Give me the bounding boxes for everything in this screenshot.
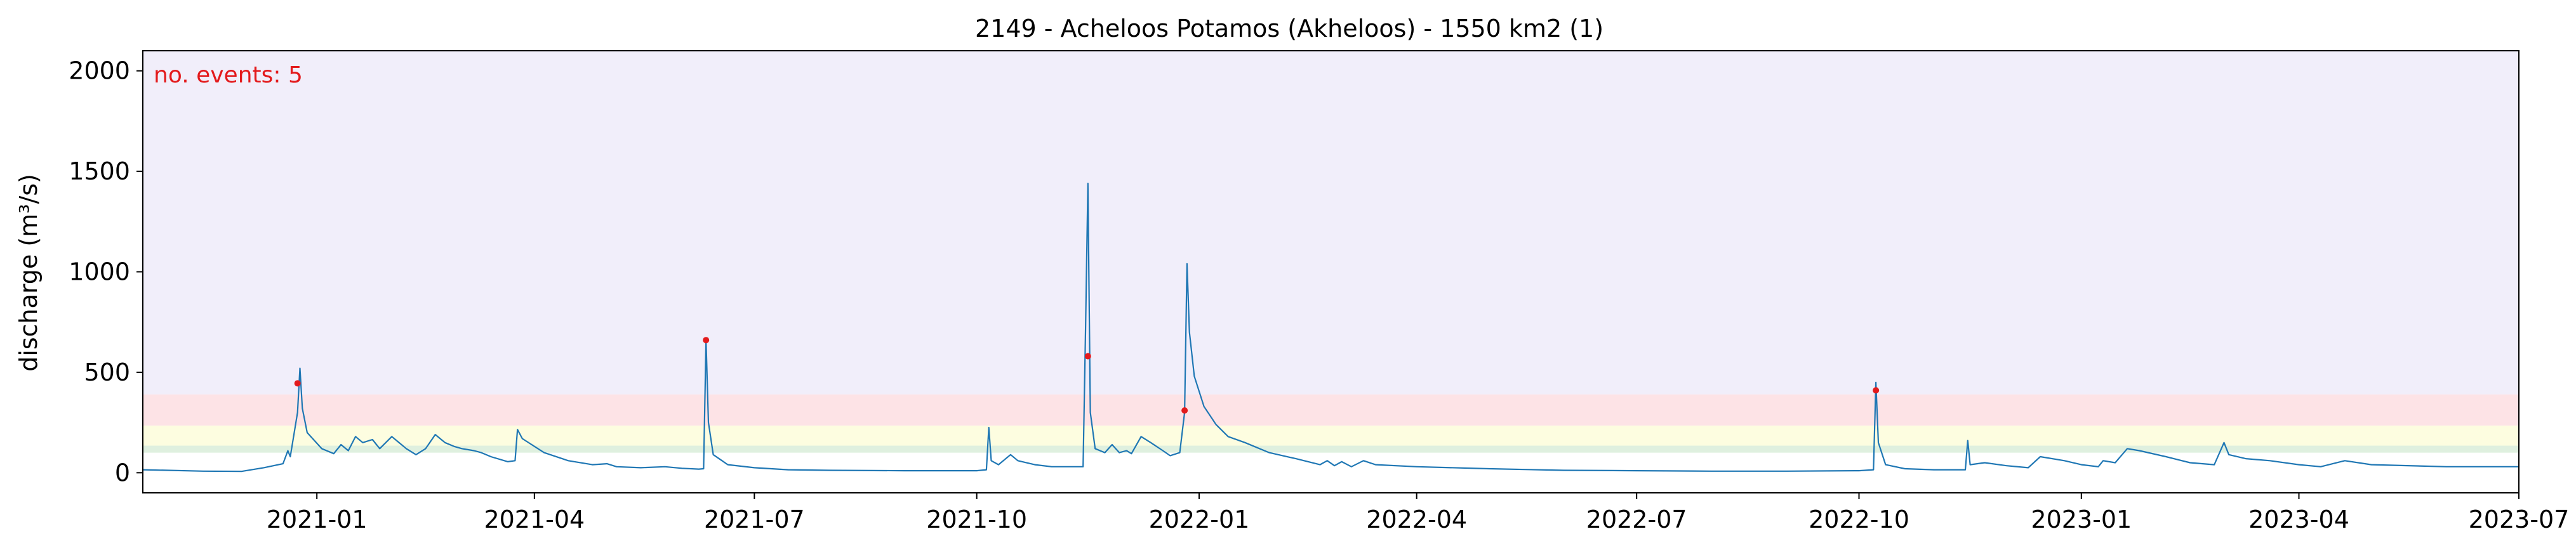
x-tick-label-2021-04: 2021-04 (484, 506, 585, 533)
event-marker-3 (1181, 407, 1188, 414)
threshold-band-2 (143, 394, 2519, 426)
threshold-bands (143, 51, 2519, 453)
x-tick-label-2023-04: 2023-04 (2248, 506, 2349, 533)
event-marker-4 (1873, 387, 1880, 394)
x-tick-label-2023-01: 2023-01 (2031, 506, 2132, 533)
threshold-band-0 (143, 445, 2519, 453)
threshold-band-1 (143, 425, 2519, 446)
y-tick-label-1000: 1000 (69, 258, 130, 286)
series-layer (142, 183, 2519, 473)
x-tick-label-2022-10: 2022-10 (1809, 506, 1909, 533)
y-tick-label-1500: 1500 (69, 157, 130, 185)
x-tick-label-2022-01: 2022-01 (1149, 506, 1250, 533)
x-tick-label-2022-04: 2022-04 (1366, 506, 1467, 533)
event-count-annotation: no. events: 5 (154, 62, 303, 88)
x-tick-label-2021-01: 2021-01 (267, 506, 368, 533)
event-marker-0 (294, 380, 301, 387)
threshold-band-3 (143, 51, 2519, 395)
x-tick-label-2021-07: 2021-07 (704, 506, 805, 533)
y-tick-label-500: 500 (84, 358, 130, 386)
chart-title: 2149 - Acheloos Potamos (Akheloos) - 155… (975, 15, 1603, 42)
y-tick-label-0: 0 (115, 459, 130, 486)
event-markers (294, 337, 1880, 414)
event-marker-1 (703, 337, 710, 344)
y-axis: 0 500 1000 1500 2000 (69, 57, 143, 486)
discharge-series-line-0 (142, 183, 2519, 473)
x-axis: 2021-01 2021-04 2021-07 2021-10 2022-01 2022-… (267, 493, 2570, 533)
event-marker-2 (1084, 353, 1091, 360)
y-tick-label-2000: 2000 (69, 57, 130, 85)
x-tick-label-2021-10: 2021-10 (926, 506, 1027, 533)
x-tick-label-2023-07: 2023-07 (2469, 506, 2570, 533)
x-tick-label-2022-07: 2022-07 (1586, 506, 1687, 533)
y-axis-label: discharge (m³/s) (15, 174, 43, 372)
